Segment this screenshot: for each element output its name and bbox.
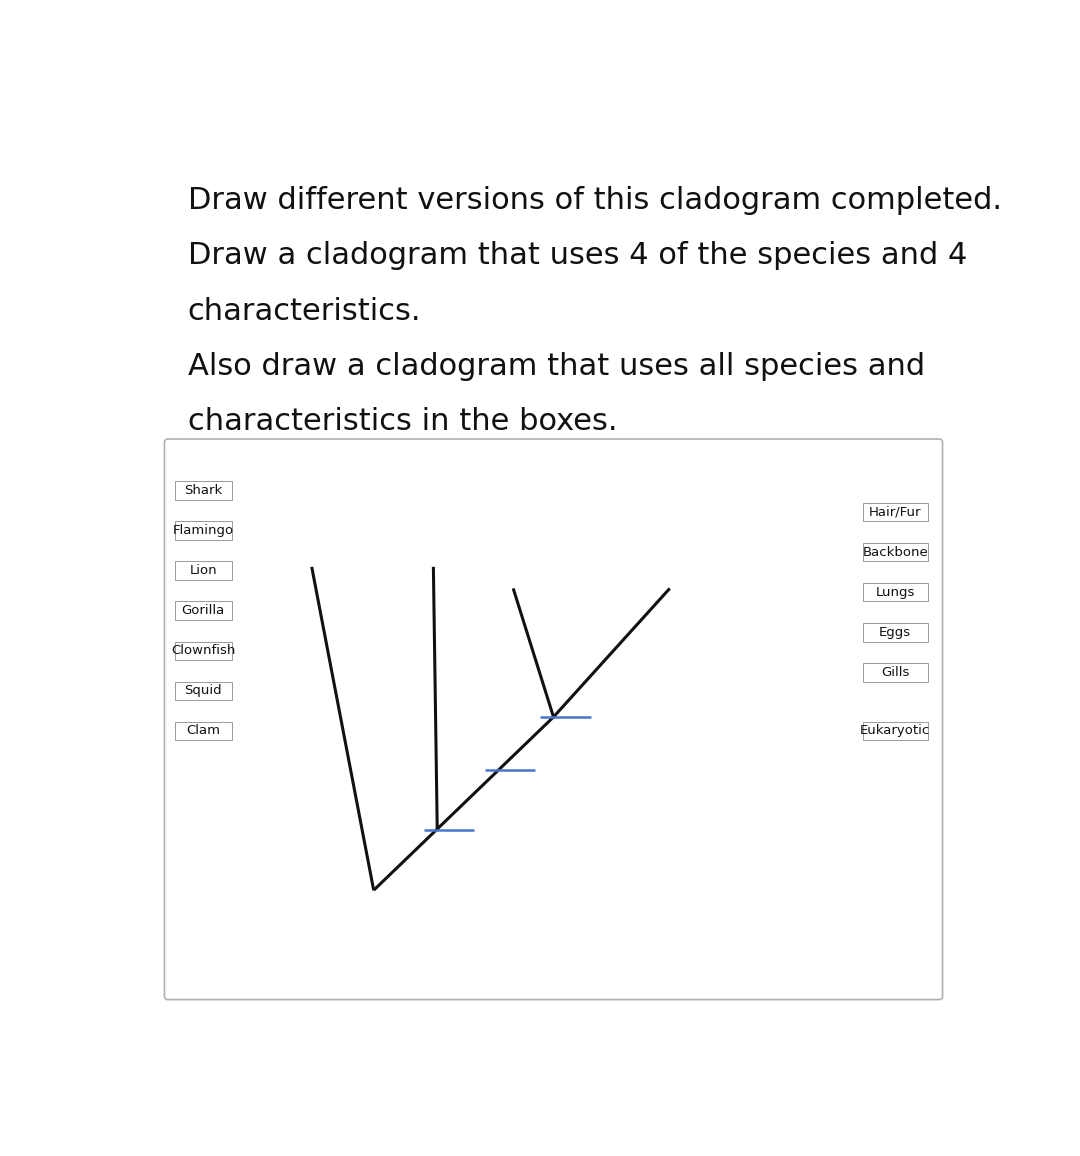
Text: Draw a cladogram that uses 4 of the species and 4: Draw a cladogram that uses 4 of the spec… bbox=[188, 242, 967, 271]
FancyBboxPatch shape bbox=[164, 439, 943, 1000]
FancyBboxPatch shape bbox=[863, 721, 928, 740]
Text: Flamingo: Flamingo bbox=[173, 524, 233, 538]
FancyBboxPatch shape bbox=[175, 601, 232, 620]
Text: characteristics.: characteristics. bbox=[188, 297, 421, 326]
Text: Clam: Clam bbox=[186, 725, 220, 738]
Text: Also draw a cladogram that uses all species and: Also draw a cladogram that uses all spec… bbox=[188, 353, 924, 381]
FancyBboxPatch shape bbox=[863, 503, 928, 521]
Text: Gills: Gills bbox=[881, 666, 909, 679]
Text: characteristics in the boxes.: characteristics in the boxes. bbox=[188, 407, 617, 437]
FancyBboxPatch shape bbox=[863, 664, 928, 682]
Text: Backbone: Backbone bbox=[863, 546, 928, 558]
Text: Gorilla: Gorilla bbox=[181, 605, 225, 617]
Text: Hair/Fur: Hair/Fur bbox=[869, 505, 921, 519]
FancyBboxPatch shape bbox=[175, 521, 232, 540]
Text: Eukaryotic: Eukaryotic bbox=[860, 725, 930, 738]
FancyBboxPatch shape bbox=[175, 642, 232, 660]
Text: Clownfish: Clownfish bbox=[171, 644, 235, 658]
FancyBboxPatch shape bbox=[863, 543, 928, 562]
FancyBboxPatch shape bbox=[175, 721, 232, 740]
Text: Lion: Lion bbox=[189, 564, 217, 577]
FancyBboxPatch shape bbox=[863, 623, 928, 642]
FancyBboxPatch shape bbox=[175, 562, 232, 580]
FancyBboxPatch shape bbox=[863, 583, 928, 601]
FancyBboxPatch shape bbox=[175, 682, 232, 701]
Text: Shark: Shark bbox=[184, 484, 222, 497]
FancyBboxPatch shape bbox=[175, 481, 232, 499]
Text: Draw different versions of this cladogram completed.: Draw different versions of this cladogra… bbox=[188, 186, 1002, 215]
Text: Squid: Squid bbox=[185, 684, 222, 697]
Text: Lungs: Lungs bbox=[876, 586, 915, 599]
Text: Eggs: Eggs bbox=[879, 625, 912, 639]
